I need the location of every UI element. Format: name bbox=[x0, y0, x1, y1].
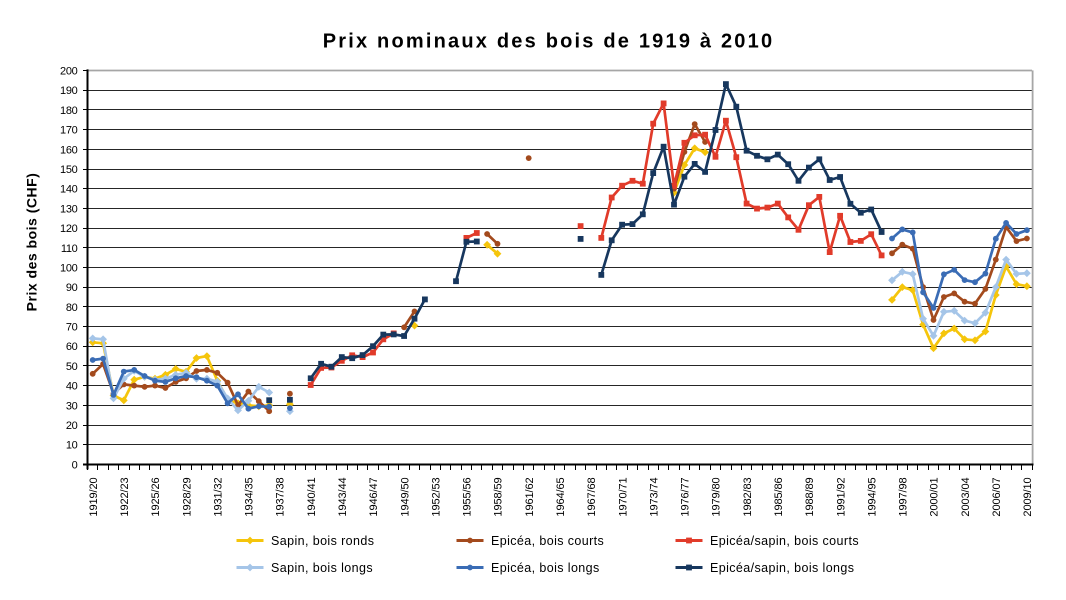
svg-text:Epicéa, bois longs: Epicéa, bois longs bbox=[491, 561, 600, 575]
svg-text:160: 160 bbox=[60, 144, 78, 156]
svg-text:1997/98: 1997/98 bbox=[898, 478, 910, 517]
svg-text:140: 140 bbox=[60, 184, 78, 196]
svg-text:1988/89: 1988/89 bbox=[804, 478, 816, 517]
svg-text:1934/35: 1934/35 bbox=[244, 478, 256, 517]
svg-text:1925/26: 1925/26 bbox=[150, 478, 162, 517]
svg-text:1985/86: 1985/86 bbox=[773, 478, 785, 517]
svg-text:200: 200 bbox=[60, 66, 78, 78]
svg-text:100: 100 bbox=[60, 262, 78, 274]
svg-text:2003/04: 2003/04 bbox=[960, 478, 972, 517]
svg-text:1952/53: 1952/53 bbox=[430, 478, 442, 517]
svg-text:1922/23: 1922/23 bbox=[119, 478, 131, 517]
svg-text:Sapin, bois ronds: Sapin, bois ronds bbox=[271, 534, 374, 548]
svg-text:1961/62: 1961/62 bbox=[524, 478, 536, 517]
svg-text:Epicéa, bois courts: Epicéa, bois courts bbox=[491, 534, 604, 548]
svg-text:Epicéa/sapin, bois longs: Epicéa/sapin, bois longs bbox=[710, 561, 854, 575]
svg-text:1937/38: 1937/38 bbox=[275, 478, 287, 517]
svg-text:20: 20 bbox=[66, 420, 78, 432]
svg-text:1979/80: 1979/80 bbox=[711, 478, 723, 517]
svg-text:1964/65: 1964/65 bbox=[555, 478, 567, 517]
svg-text:1955/56: 1955/56 bbox=[462, 478, 474, 517]
svg-text:130: 130 bbox=[60, 203, 78, 215]
svg-text:120: 120 bbox=[60, 223, 78, 235]
svg-text:70: 70 bbox=[66, 322, 78, 334]
svg-text:Epicéa/sapin, bois courts: Epicéa/sapin, bois courts bbox=[710, 534, 859, 548]
svg-text:1931/32: 1931/32 bbox=[213, 478, 225, 517]
svg-text:1970/71: 1970/71 bbox=[617, 478, 629, 517]
svg-text:40: 40 bbox=[66, 381, 78, 393]
svg-text:Sapin, bois longs: Sapin, bois longs bbox=[271, 561, 373, 575]
svg-text:1943/44: 1943/44 bbox=[337, 478, 349, 517]
svg-text:150: 150 bbox=[60, 164, 78, 176]
svg-text:60: 60 bbox=[66, 341, 78, 353]
svg-text:1973/74: 1973/74 bbox=[648, 478, 660, 517]
svg-text:2000/01: 2000/01 bbox=[929, 478, 941, 517]
svg-text:1976/77: 1976/77 bbox=[680, 478, 692, 517]
svg-text:2009/10: 2009/10 bbox=[1022, 478, 1034, 517]
svg-text:180: 180 bbox=[60, 105, 78, 117]
svg-text:30: 30 bbox=[66, 400, 78, 412]
svg-text:170: 170 bbox=[60, 125, 78, 137]
svg-text:50: 50 bbox=[66, 361, 78, 373]
svg-text:Prix des bois (CHF): Prix des bois (CHF) bbox=[24, 173, 40, 312]
svg-text:80: 80 bbox=[66, 302, 78, 314]
svg-text:1928/29: 1928/29 bbox=[181, 478, 193, 517]
svg-text:190: 190 bbox=[60, 85, 78, 97]
svg-text:1982/83: 1982/83 bbox=[742, 478, 754, 517]
svg-text:1946/47: 1946/47 bbox=[368, 478, 380, 517]
svg-text:Prix nominaux des bois de 1919: Prix nominaux des bois de 1919 à 2010 bbox=[323, 31, 775, 53]
svg-text:110: 110 bbox=[61, 243, 78, 255]
svg-text:1991/92: 1991/92 bbox=[835, 478, 847, 517]
svg-text:1994/95: 1994/95 bbox=[866, 478, 878, 517]
svg-text:0: 0 bbox=[72, 459, 78, 471]
svg-text:10: 10 bbox=[66, 440, 78, 452]
svg-text:1958/59: 1958/59 bbox=[493, 478, 505, 517]
svg-text:1919/20: 1919/20 bbox=[88, 478, 100, 517]
svg-text:1949/50: 1949/50 bbox=[399, 478, 411, 517]
svg-text:2006/07: 2006/07 bbox=[991, 478, 1003, 517]
svg-text:1940/41: 1940/41 bbox=[306, 478, 318, 517]
svg-text:90: 90 bbox=[66, 282, 78, 294]
svg-text:1967/68: 1967/68 bbox=[586, 478, 598, 517]
